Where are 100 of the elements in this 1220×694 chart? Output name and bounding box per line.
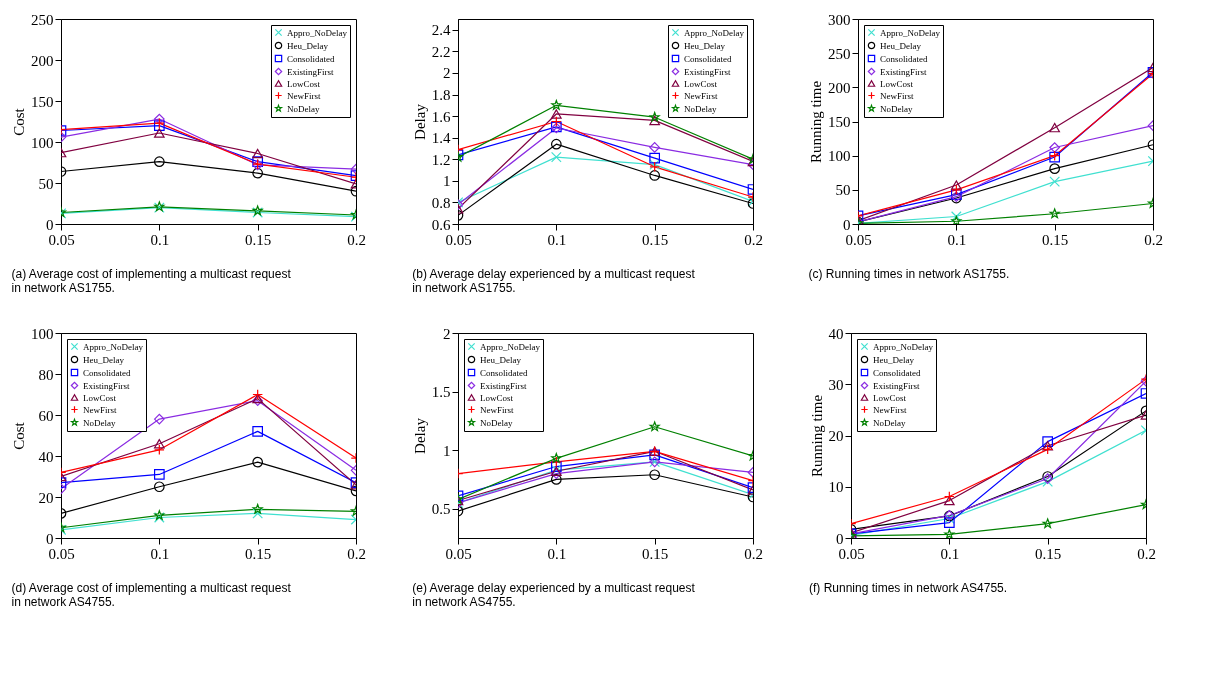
- x-tick-label: 0.05: [48, 545, 75, 562]
- y-tick-label: 2: [443, 65, 451, 82]
- y-tick-label: 1.6: [431, 108, 451, 125]
- y-axis-title: Delay: [411, 103, 428, 140]
- y-tick-label: 1.5: [431, 384, 451, 401]
- y-axis-title: Delay: [411, 417, 428, 454]
- y-axis-title: Running time: [808, 394, 825, 478]
- point: [1049, 142, 1061, 153]
- text: (b) Average delay experienced by a multicast request in network AS1755.: [412, 267, 696, 295]
- y-tick-label: 40: [38, 448, 54, 465]
- legend-label: Appro_NoDelay: [873, 341, 934, 352]
- x-tick-label: 0.15: [1042, 231, 1069, 248]
- legend-label: LowCost: [287, 78, 321, 89]
- x-tick-label: 0.2: [744, 231, 763, 248]
- y-tick-label: 80: [38, 366, 54, 383]
- legend-label: ExistingFirst: [287, 66, 335, 77]
- legend-label: Appro_NoDelay: [684, 27, 745, 38]
- legend-label: Appro_NoDelay: [287, 27, 348, 38]
- x-tick-label: 0.05: [445, 545, 472, 562]
- x-tick-label: 0.05: [838, 545, 865, 562]
- x-tick-label: 0.2: [347, 231, 366, 248]
- legend-label: NoDelay: [684, 103, 717, 114]
- y-tick-label: 0.5: [431, 501, 451, 518]
- x-tick-label: 0.15: [245, 545, 272, 562]
- legend-label: NewFirst: [684, 90, 718, 101]
- legend-label: Heu_Delay: [83, 354, 125, 365]
- text: (e) Average delay experienced by a multicast request in network AS4755.: [412, 581, 696, 609]
- y-tick-label: 20: [828, 428, 844, 444]
- legend-label: Appro_NoDelay: [83, 341, 144, 352]
- y-tick-label: 0: [843, 216, 851, 233]
- legend-label: Heu_Delay: [684, 40, 726, 51]
- y-tick-label: 10: [828, 479, 844, 496]
- x-tick-label: 0.1: [940, 545, 960, 562]
- legend-label: Heu_Delay: [880, 40, 922, 51]
- legend-label: ExistingFirst: [480, 380, 528, 391]
- legend-label: Consolidated: [480, 367, 528, 378]
- y-tick-label: 2.2: [431, 43, 451, 60]
- legend-label: LowCost: [880, 78, 914, 89]
- point: [950, 184, 962, 196]
- y-tick-label: 100: [31, 325, 54, 342]
- y-tick-label: 250: [828, 45, 851, 62]
- text: (f) Running times in network AS4755.: [809, 581, 1008, 595]
- x-tick-label: 0.15: [642, 545, 669, 562]
- legend-label: Consolidated: [287, 53, 335, 64]
- y-tick-label: 150: [31, 93, 54, 110]
- point: [944, 529, 955, 538]
- legend-label: NewFirst: [83, 404, 117, 415]
- y-tick-label: 100: [31, 134, 54, 151]
- text: (d) Average cost of implementing a multicast request in network AS4755.: [11, 581, 292, 609]
- y-tick-label: 0: [46, 530, 54, 547]
- text: (a) Average cost of implementing a multicast request in network AS1755.: [11, 267, 292, 295]
- y-tick-label: 0.8: [431, 194, 451, 211]
- y-axis-title: Running time: [808, 80, 824, 164]
- legend-label: ExistingFirst: [880, 66, 928, 77]
- y-tick-label: 1: [443, 442, 451, 459]
- x-tick-label: 0.05: [445, 231, 472, 248]
- legend-label: NoDelay: [880, 103, 913, 114]
- x-tick-label: 0.15: [642, 231, 669, 248]
- y-tick-label: 1.2: [431, 151, 451, 168]
- legend-label: NoDelay: [83, 417, 116, 428]
- legend-label: LowCost: [873, 392, 907, 403]
- y-tick-label: 200: [31, 52, 54, 69]
- y-axis-title: Cost: [11, 421, 27, 450]
- legend-label: Consolidated: [83, 367, 131, 378]
- y-tick-label: 2: [443, 325, 451, 342]
- legend-label: ExistingFirst: [684, 66, 732, 77]
- y-tick-label: 1.4: [431, 130, 451, 147]
- point: [951, 215, 962, 224]
- x-tick-label: 0.1: [547, 545, 567, 562]
- x-tick-label: 0.15: [245, 231, 272, 248]
- legend-label: Heu_Delay: [287, 40, 329, 51]
- y-tick-label: 100: [828, 148, 851, 165]
- x-tick-label: 0.1: [547, 231, 567, 248]
- legend-label: NoDelay: [873, 417, 906, 428]
- legend-label: Appro_NoDelay: [880, 27, 941, 38]
- x-tick-label: 0.2: [744, 545, 763, 562]
- point: [1049, 208, 1060, 219]
- legend-label: Appro_NoDelay: [480, 341, 541, 352]
- legend-label: LowCost: [684, 78, 718, 89]
- y-tick-label: 0: [836, 530, 844, 547]
- y-tick-label: 1.8: [431, 87, 451, 104]
- y-tick-label: 250: [31, 11, 54, 28]
- point: [1049, 176, 1061, 187]
- x-tick-label: 0.2: [347, 545, 366, 562]
- x-tick-label: 0.2: [1137, 545, 1156, 562]
- y-tick-label: 150: [828, 114, 851, 130]
- legend-label: Heu_Delay: [873, 354, 915, 365]
- legend-label: NoDelay: [480, 417, 513, 428]
- legend-label: NewFirst: [880, 90, 914, 101]
- y-tick-label: 20: [38, 489, 54, 506]
- y-axis-title: Cost: [11, 107, 27, 136]
- legend-label: Consolidated: [873, 367, 921, 378]
- point: [1042, 518, 1053, 529]
- x-tick-label: 0.1: [150, 545, 170, 562]
- legend-label: NewFirst: [480, 404, 514, 415]
- legend-label: Consolidated: [880, 53, 928, 64]
- legend-label: NoDelay: [287, 103, 320, 114]
- x-tick-label: 0.05: [48, 231, 75, 248]
- x-tick-label: 0.15: [1035, 545, 1062, 562]
- legend-label: ExistingFirst: [83, 380, 131, 391]
